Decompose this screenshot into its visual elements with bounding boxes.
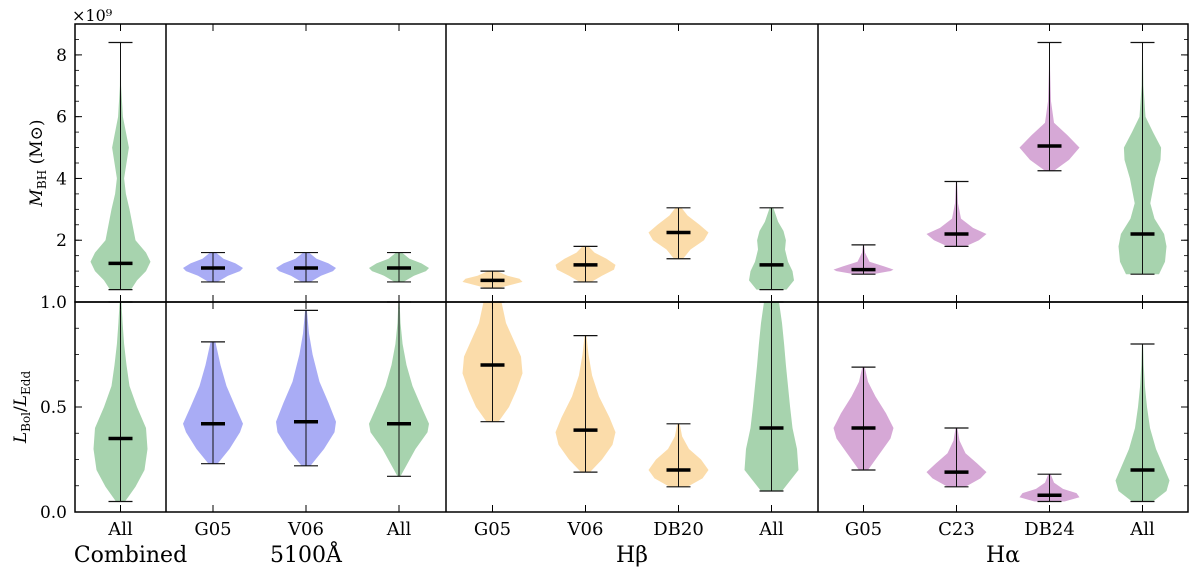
category-label: DB20 [653,519,704,540]
y-tick-label: 0.0 [40,503,67,523]
y-tick-label: 2 [56,231,67,251]
category-label: V06 [567,519,604,540]
y-tick-label: 1.0 [40,293,67,313]
exponent-label: ×10⁹ [72,6,113,25]
category-label: C23 [938,519,975,540]
y-tick-label: 0.5 [40,398,67,418]
text-layer: ×10⁹ 2 4 6 8 0.0 0.5 1.0 All Combined G05 V06 All 51… [11,6,1155,568]
category-label: V06 [287,519,324,540]
plot-layer [90,41,1170,503]
category-label: G05 [845,519,882,540]
y-tick-label: 6 [56,108,67,128]
y-axis-label-mbh: MBH (M⊙) [27,119,49,207]
category-label: All [1129,519,1155,540]
category-label: G05 [474,519,511,540]
group-label: 5100Å [270,540,343,568]
group-label: Hα [986,543,1020,568]
category-label: All [107,519,133,540]
y-tick-label: 8 [56,46,67,66]
y-axis-label-edd: LBol/LEdd [11,371,33,445]
frame-layer [74,23,1189,513]
group-label: Hβ [616,543,648,568]
panel-frame [74,301,1189,513]
category-label: DB24 [1024,519,1075,540]
panel-frame [74,23,1189,303]
category-label: G05 [194,519,231,540]
category-label: All [386,519,412,540]
y-tick-label: 4 [56,169,67,189]
category-label: All [758,519,784,540]
group-label: Combined [74,543,187,568]
